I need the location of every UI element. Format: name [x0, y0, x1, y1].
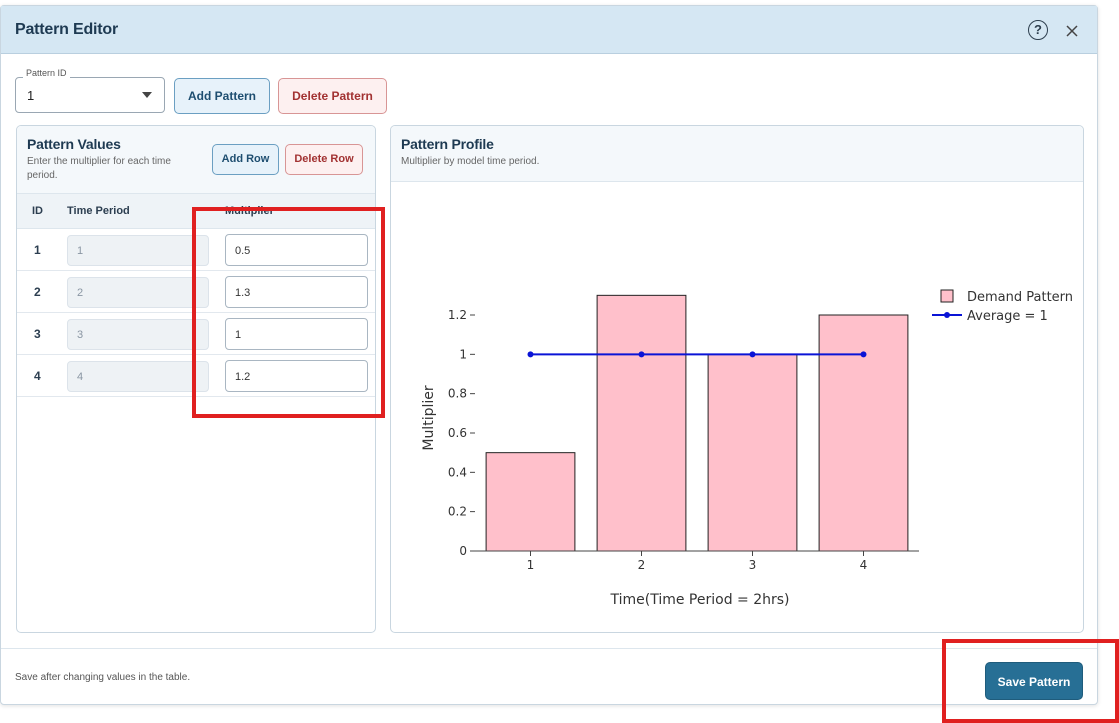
pattern-id-field[interactable]: 1 Pattern ID: [15, 68, 165, 113]
y-tick-label: 0.4: [448, 465, 467, 479]
bar-demand-pattern-3: [707, 353, 798, 552]
time-period-value: 2: [77, 287, 84, 299]
average-point: [527, 351, 534, 358]
multiplier-input[interactable]: 1.2: [225, 360, 368, 392]
time-period-value: 1: [77, 245, 84, 257]
column-header-multiplier[interactable]: Multiplier: [225, 205, 274, 217]
pattern-editor-dialog: Pattern Editor ? 1 Pattern ID Add Patter…: [0, 5, 1098, 705]
table-row: 4 4 1.2: [17, 355, 375, 397]
legend-swatch-demand-pattern: [940, 289, 954, 303]
add-pattern-button[interactable]: Add Pattern: [174, 78, 270, 114]
multiplier-input[interactable]: 1.3: [225, 276, 368, 308]
y-tick-label: 1: [459, 347, 467, 361]
pattern-values-header: Pattern Values Enter the multiplier for …: [17, 126, 375, 194]
save-pattern-button[interactable]: Save Pattern: [985, 662, 1083, 700]
bar-demand-pattern-4: [818, 314, 909, 552]
delete-pattern-button[interactable]: Delete Pattern: [278, 78, 387, 114]
pattern-profile-panel: Pattern Profile Multiplier by model time…: [390, 125, 1084, 633]
average-point: [860, 351, 867, 358]
multiplier-value: 1: [235, 329, 242, 341]
y-tick-label: 0.8: [448, 387, 467, 401]
x-tick-label: 1: [527, 558, 535, 572]
time-period-field: 2: [67, 277, 209, 308]
pattern-id-value: 1: [27, 88, 35, 103]
y-axis-title: Multiplier: [421, 385, 437, 451]
legend-label-average: Average = 1: [967, 309, 1048, 324]
column-header-id[interactable]: ID: [32, 205, 43, 217]
bar-demand-pattern-1: [485, 452, 576, 552]
x-tick-label: 2: [638, 558, 646, 572]
footer-hint: Save after changing values in the table.: [15, 672, 191, 683]
y-tick-label: 0: [459, 544, 467, 558]
y-tick-label: 0.2: [448, 505, 467, 519]
time-period-field: 3: [67, 319, 209, 350]
table-row: 2 2 1.3: [17, 271, 375, 313]
help-circle-icon[interactable]: ?: [1028, 20, 1048, 40]
pattern-id-label: Pattern ID: [23, 68, 70, 78]
multiplier-value: 1.2: [235, 371, 251, 383]
pattern-values-title: Pattern Values: [27, 136, 121, 152]
dialog-title: Pattern Editor: [15, 21, 118, 38]
column-header-time-period[interactable]: Time Period: [67, 205, 130, 217]
x-tick-label: 3: [749, 558, 757, 572]
time-period-value: 4: [77, 371, 84, 383]
footer-divider: [1, 648, 1097, 649]
multiplier-value: 1.3: [235, 287, 251, 299]
pattern-profile-title: Pattern Profile: [401, 136, 494, 152]
bar-demand-pattern-2: [596, 294, 687, 552]
legend-label-demand-pattern: Demand Pattern: [967, 290, 1073, 305]
table-header: ID Time Period Multiplier: [17, 194, 375, 229]
pattern-id-select[interactable]: 1: [15, 77, 165, 113]
y-tick-label: 0.6: [448, 426, 467, 440]
time-period-field: 1: [67, 235, 209, 266]
row-id: 4: [34, 369, 41, 383]
delete-row-button[interactable]: Delete Row: [285, 144, 363, 175]
pattern-profile-description: Multiplier by model time period.: [401, 156, 540, 167]
pattern-profile-chart[interactable]: 0 0.2 0.4 0.6 0.8 1 1.2 1 2 3 4 Time(Time Period = …: [391, 126, 1084, 633]
average-point: [638, 351, 645, 358]
x-tick-label: 4: [860, 558, 868, 572]
time-period-field: 4: [67, 361, 209, 392]
add-row-button[interactable]: Add Row: [212, 144, 279, 175]
multiplier-input[interactable]: 0.5: [225, 234, 368, 266]
pattern-profile-header: Pattern Profile Multiplier by model time…: [391, 126, 1083, 182]
close-icon[interactable]: [1063, 22, 1081, 40]
legend-marker-average: [944, 312, 950, 318]
multiplier-input[interactable]: 1: [225, 318, 368, 350]
table-row: 1 1 0.5: [17, 229, 375, 271]
time-period-value: 3: [77, 329, 84, 341]
chevron-down-icon[interactable]: [142, 92, 152, 98]
average-point: [749, 351, 756, 358]
row-id: 2: [34, 285, 41, 299]
dialog-titlebar: Pattern Editor ?: [1, 6, 1097, 54]
pattern-values-panel: Pattern Values Enter the multiplier for …: [16, 125, 376, 633]
y-tick-label: 1.2: [448, 308, 467, 322]
multiplier-value: 0.5: [235, 245, 251, 257]
row-id: 3: [34, 327, 41, 341]
pattern-values-description: Enter the multiplier for each time perio…: [27, 156, 171, 181]
x-axis-title: Time(Time Period = 2hrs): [609, 592, 789, 608]
row-id: 1: [34, 243, 41, 257]
table-row: 3 3 1: [17, 313, 375, 355]
